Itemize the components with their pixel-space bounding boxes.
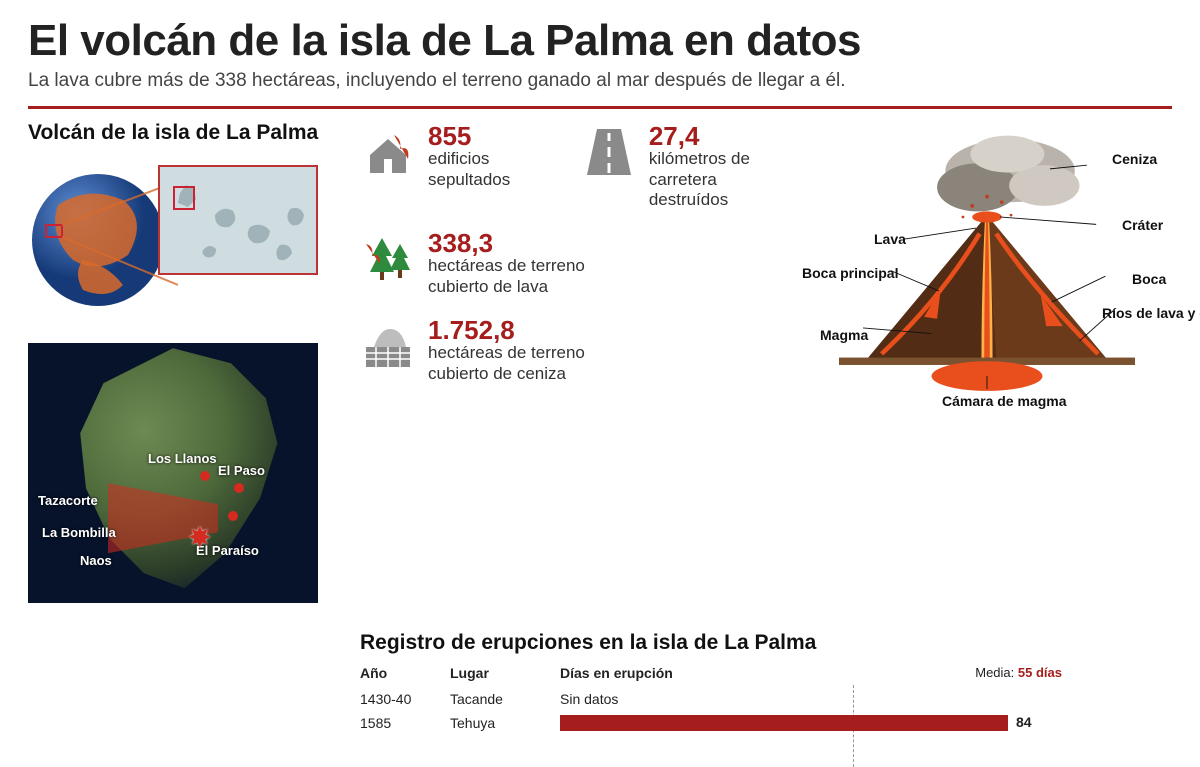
volcano-part-label: Boca principal [802,265,898,281]
eruption-days-value: 84 [1016,714,1032,730]
eruption-place: Tehuya [450,715,560,731]
stat-item: 855 edificios sepultados [360,123,521,190]
volcano-part-label: Ceniza [1112,151,1157,167]
stat-label: hectáreas de terreno cubierto de ceniza [428,343,628,384]
page-title: El volcán de la isla de La Palma en dato… [28,18,1172,64]
stat-item: 1.752,8 hectáreas de terreno cubierto de… [360,317,628,384]
eruptions-heading: Registro de erupciones en la isla de La … [360,631,1172,655]
stat-item: 27,4 kilómetros de carretera destruídos [581,123,780,210]
volcano-part-label: Cámara de magma [942,393,1067,409]
col-place: Lugar [450,665,560,681]
house-fire-icon [360,123,416,179]
col-year: Año [360,665,450,681]
eruptions-section: Registro de erupciones en la isla de La … [360,631,1172,735]
median-label: Media: 55 días [975,665,1062,680]
island-label: La Bombilla [42,525,116,540]
island-label: Los Llanos [148,451,217,466]
left-heading: Volcán de la isla de La Palma [28,121,338,145]
page-subtitle: La lava cubre más de 338 hectáreas, incl… [28,70,1172,92]
volcano-part-label: Lava [874,231,906,247]
globe-map [28,155,318,335]
eruption-burst-icon: ✸ [188,521,211,554]
volcano-diagram: CenizaCráterLavaBoca principalBocaRíos d… [802,121,1172,411]
island-label: Tazacorte [38,493,98,508]
volcano-part-label: Cráter [1122,217,1163,233]
inset-map [158,165,318,275]
stat-label: hectáreas de terreno cubierto de lava [428,256,628,297]
trees-fire-icon [360,230,416,286]
header-rule [28,106,1172,109]
stats-column: 855 edificios sepultados 27,4 kilómetros… [360,121,780,603]
island-label: El Paso [218,463,265,478]
volcano-part-label: Magma [820,327,868,343]
stat-label: edificios sepultados [428,149,521,190]
eruption-bar [560,715,1008,731]
left-column: Volcán de la isla de La Palma [28,121,338,603]
eruption-row: 1430-40 Tacande Sin datos [360,687,1172,711]
eruption-place: Tacande [450,691,560,707]
eruption-bar-track: Sin datos [560,691,1172,707]
col-days: Días en erupción [560,665,673,681]
volcano-part-label: Boca [1132,271,1166,287]
ash-cloud [937,136,1079,212]
volcano-column: CenizaCráterLavaBoca principalBocaRíos d… [802,121,1172,603]
volcano-part-label: Ríos de lava y ceniza [1102,305,1200,321]
eruption-year: 1430-40 [360,691,450,707]
eruption-row: 1585 Tehuya 84 [360,711,1172,735]
island-satellite: Los LlanosEl Paso Tazacorte La Bombilla Nao… [28,343,318,603]
stat-value: 1.752,8 [428,317,628,343]
island-label: Naos [80,553,112,568]
eruptions-header-row: Año Lugar Días en erupción Media: 55 día… [360,665,1172,681]
eruption-year: 1585 [360,715,450,731]
stat-value: 855 [428,123,521,149]
road-icon [581,123,637,179]
stat-value: 338,3 [428,230,628,256]
eruption-bar-track: 84 [560,715,1172,731]
stat-value: 27,4 [649,123,780,149]
stat-label: kilómetros de carretera destruídos [649,149,780,210]
stat-item: 338,3 hectáreas de terreno cubierto de l… [360,230,628,297]
ash-ground-icon [360,317,416,373]
eruption-nodata: Sin datos [560,691,618,707]
